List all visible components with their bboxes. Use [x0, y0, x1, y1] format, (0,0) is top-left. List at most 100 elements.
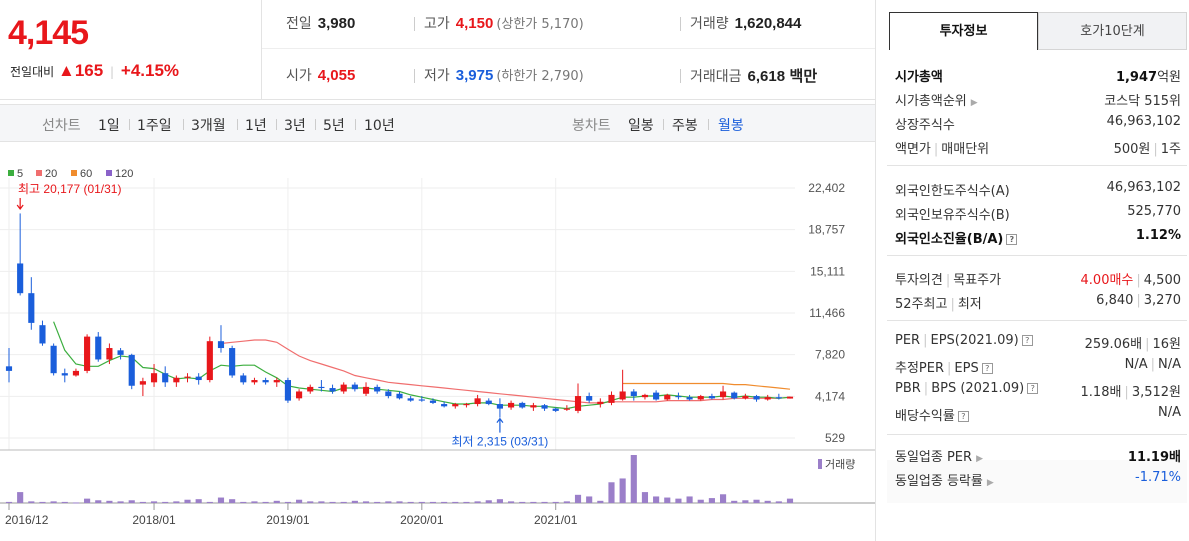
period-1d[interactable]: 1일	[98, 118, 120, 134]
period-5y[interactable]: 5년	[323, 118, 345, 134]
row-market-cap-rank[interactable]: 시가총액순위 ▶ 코스닥 515위	[895, 90, 1181, 110]
volume-bar	[586, 496, 593, 503]
help-icon[interactable]: ?	[957, 411, 969, 422]
tab-orderbook[interactable]: 호가10단계	[1038, 12, 1187, 50]
legend-swatch	[106, 170, 112, 176]
upper-limit: (상한가 5,170)	[496, 17, 584, 32]
row-value: N/A	[1158, 405, 1181, 420]
row-value: 525,770	[1127, 204, 1181, 219]
volume-bar	[418, 501, 425, 503]
period-1y[interactable]: 1년	[245, 118, 267, 134]
period-1w[interactable]: 1주일	[137, 118, 172, 134]
target-value: 4,500	[1143, 273, 1181, 288]
candle-body	[675, 396, 682, 398]
volume-bar	[719, 494, 727, 503]
toolbar-separator	[355, 119, 356, 130]
sector-section-bg	[887, 460, 1187, 503]
help-icon[interactable]: ?	[981, 363, 993, 374]
chart-svg: 22,40218,75715,11111,4667,8204,174529201…	[0, 168, 875, 527]
volume-bar	[173, 501, 180, 503]
volume-bar	[206, 501, 213, 503]
volume-bar	[675, 498, 682, 503]
row-value: 46,963,102	[1106, 180, 1181, 195]
candle-body	[318, 386, 325, 389]
candle-body	[775, 397, 782, 399]
candle-body	[608, 394, 615, 403]
volume-bar	[630, 455, 637, 503]
toolbar-separator	[237, 119, 238, 130]
row-value: N/A | N/A	[1125, 357, 1181, 372]
row-label: 투자의견 | 목표주가	[895, 269, 1001, 288]
help-icon[interactable]: ?	[1027, 383, 1039, 394]
stat-unit: 백만	[789, 68, 818, 85]
stat-label: 저가	[424, 68, 450, 84]
w52-low-value: 3,270	[1143, 293, 1181, 308]
row-est-per: 추정PER | EPS? N/A | N/A	[895, 357, 1181, 377]
volume-bar	[307, 501, 314, 503]
candle-body	[139, 381, 146, 385]
row-value: 1,947억원	[1116, 66, 1181, 85]
volume-bar	[240, 501, 247, 503]
line-chart-label: 선차트	[42, 118, 81, 134]
stat-value: 4,150	[455, 15, 494, 32]
stat-prev-close: 전일 3,980	[286, 13, 355, 33]
pbr-value: 1.18배	[1080, 385, 1122, 400]
row-label: 동일업종 등락률 ▶	[895, 470, 994, 489]
chart-toolbar: 선차트 1일 1주일 3개월 1년 3년 5년 10년 봉차트 일봉 주봉 월봉	[0, 104, 875, 142]
volume-bar	[273, 500, 280, 503]
change-row: 전일대비 ▲165 | +4.15%	[10, 61, 179, 81]
candle-body	[251, 380, 258, 383]
help-icon[interactable]: ?	[1006, 234, 1018, 245]
candle-body	[786, 396, 794, 399]
candle-body	[653, 392, 660, 400]
candle-body	[150, 373, 158, 383]
x-tick-label: 2016/12	[5, 513, 49, 527]
row-foreign-hold: 외국인보유주식수(B) 525,770	[895, 204, 1181, 224]
candle-weekly[interactable]: 주봉	[672, 118, 698, 134]
candle-daily[interactable]: 일봉	[628, 118, 654, 134]
volume-bar	[5, 501, 13, 503]
volume-bar	[697, 499, 704, 503]
volume-bar	[474, 501, 481, 503]
pipe: |	[947, 361, 952, 376]
volume-bar	[340, 501, 347, 503]
period-3m[interactable]: 3개월	[191, 118, 226, 134]
volume-bar	[374, 501, 381, 503]
help-icon[interactable]: ?	[1021, 335, 1033, 346]
row-sector-per[interactable]: 동일업종 PER ▶ 11.19배	[895, 446, 1181, 466]
volume-bar	[385, 501, 392, 503]
period-3y[interactable]: 3년	[284, 118, 306, 134]
candle-monthly[interactable]: 월봉	[718, 118, 744, 134]
opinion-label: 투자의견	[895, 273, 943, 288]
toolbar-separator	[129, 119, 130, 130]
candle-body	[597, 401, 604, 405]
x-tick-label: 2021/01	[534, 513, 578, 527]
w52-low-label: 최저	[957, 297, 982, 312]
legend-label: 20	[45, 168, 57, 180]
candle-body	[753, 396, 760, 400]
candle-body	[697, 396, 704, 400]
volume-legend-label: 거래량	[825, 458, 855, 471]
candle-body	[429, 400, 437, 403]
volume-bar	[508, 501, 515, 503]
legend-label: 60	[80, 168, 92, 180]
period-10y[interactable]: 10년	[364, 118, 395, 134]
candle-body	[351, 384, 358, 390]
volume-bar	[351, 500, 358, 503]
row-dividend: 배당수익률? N/A	[895, 405, 1181, 425]
y-tick-label: 529	[825, 431, 845, 445]
tab-invest-info[interactable]: 투자정보	[889, 12, 1038, 50]
volume-bar	[39, 501, 46, 503]
volume-bar	[50, 501, 57, 503]
row-sector-rate[interactable]: 동일업종 등락률 ▶ -1.71%	[895, 470, 1181, 490]
stat-value: 6,618	[747, 68, 786, 85]
volume-bar	[396, 501, 403, 503]
volume-bar	[552, 501, 559, 503]
foreign-ratio-label: 외국인소진율(B/A)	[895, 232, 1004, 247]
low-arrow-icon	[496, 417, 504, 433]
high-arrow-icon	[16, 198, 24, 210]
candle-body	[552, 408, 559, 411]
volume-bar	[641, 492, 649, 503]
stock-chart[interactable]: 22,402 18,757 15,111 11,466 7,820 4,174 529 201…	[0, 160, 875, 541]
row-label: 시가총액순위 ▶	[895, 90, 978, 109]
